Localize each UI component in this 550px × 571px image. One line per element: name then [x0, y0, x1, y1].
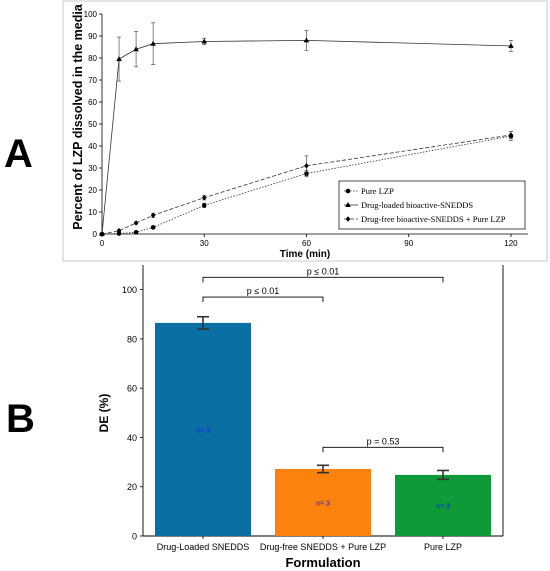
a-y-tick-label: 0: [93, 230, 98, 239]
a-legend-marker: [345, 188, 351, 194]
a-data-point: [201, 194, 207, 201]
a-x-tick-label: 30: [200, 239, 209, 248]
a-axes: 0 10 20 30 40 50 60 70 80 90 100 0 30 60 90 120: [84, 10, 528, 248]
b-significance-bracket: p ≤ 0.01: [202, 266, 444, 283]
a-xlabel: Time (min): [280, 249, 330, 260]
a-x-tick-label: 0: [100, 239, 105, 248]
panel-a: A 0 10 20 30 40 50 60 70 80 90 100 0 30 60 90 120 Perce…: [4, 0, 548, 262]
b-xlabel: Formulation: [285, 555, 360, 570]
a-data-point: [150, 212, 156, 219]
a-y-tick-label: 90: [88, 32, 97, 41]
a-legend: Pure LZP Drug-loaded bioactive-SNEDDS Drug…: [338, 180, 526, 230]
a-y-tick-label: 70: [88, 76, 97, 85]
a-y-tick-label: 50: [88, 120, 97, 129]
b-x-tick-label: Drug-free SNEDDS + Pure LZP: [260, 542, 386, 552]
b-bracket-label: p ≤ 0.01: [247, 286, 279, 296]
a-y-tick-label: 10: [88, 208, 97, 217]
a-data-point: [133, 46, 139, 52]
a-y-tick-label: 60: [88, 98, 97, 107]
a-x-tick-label: 120: [504, 239, 518, 248]
a-legend-label: Drug-loaded bioactive-SNEDDS: [361, 200, 473, 210]
a-data-point: [150, 40, 156, 46]
panel-b-label: B: [6, 397, 35, 441]
a-x-tick-label: 60: [302, 239, 311, 248]
a-ylabel: Percent of LZP dissolved in the media: [71, 3, 85, 230]
b-bar-label: n= 3: [196, 427, 210, 434]
a-data-point: [508, 42, 514, 48]
b-bar: [395, 474, 491, 536]
b-y-tick-label: 60: [127, 384, 137, 394]
b-x-tick-label: Pure LZP: [424, 542, 462, 552]
a-data-point: [304, 163, 309, 169]
a-data-point: [201, 203, 207, 208]
a-y-tick-label: 100: [84, 10, 98, 19]
panel-b: B 0 20 40 60 80 100 n= 3 Drug-Loaded SNEDDS n= 3…: [6, 265, 504, 570]
a-data-point: [201, 38, 208, 44]
b-bar-label: n= 3: [316, 500, 330, 507]
a-legend-label: Pure LZP: [361, 186, 394, 196]
b-y-tick-label: 80: [127, 334, 137, 344]
a-data-point: [303, 37, 310, 43]
b-axes: 0 20 40 60 80 100 n= 3 Drug-Loaded SNEDDS n= 3 Dr…: [122, 265, 504, 552]
b-y-tick-label: 0: [132, 532, 137, 542]
b-bracket-line: [202, 296, 324, 303]
b-x-tick-label: Drug-Loaded SNEDDS: [157, 542, 250, 552]
panel-a-label: A: [4, 132, 33, 176]
b-bar-label: n= 3: [436, 503, 450, 510]
b-bracket-line: [202, 276, 444, 283]
a-y-tick-label: 80: [88, 54, 97, 63]
a-legend-marker: [345, 216, 351, 222]
a-data-point: [116, 56, 122, 62]
b-ylabel: DE (%): [97, 394, 111, 433]
a-x-tick-label: 90: [404, 239, 413, 248]
b-significance-bracket: p = 0.53: [322, 436, 444, 453]
a-legend-marker: [345, 202, 351, 207]
a-data-point: [150, 225, 156, 230]
b-y-tick-label: 40: [127, 433, 137, 443]
a-legend-box: [338, 180, 526, 230]
a-data-point: [99, 231, 105, 237]
b-bar: [275, 468, 371, 536]
b-bar: [155, 322, 251, 536]
a-data-point: [508, 132, 514, 138]
b-y-tick-label: 20: [127, 482, 137, 492]
b-significance-bracket: p ≤ 0.01: [202, 286, 324, 303]
b-bracket-line: [322, 446, 444, 453]
a-y-tick-label: 30: [88, 164, 97, 173]
a-series-2: [99, 22, 514, 236]
a-series-3: [99, 131, 514, 237]
a-data-point: [133, 220, 139, 226]
a-data-point: [116, 231, 122, 236]
a-data-point: [133, 229, 139, 235]
a-y-tick-label: 20: [88, 186, 97, 195]
a-legend-label: Drug-free bioactive-SNEDDS + Pure LZP: [361, 214, 506, 224]
b-bracket-label: p = 0.53: [367, 436, 400, 446]
b-bracket-label: p ≤ 0.01: [307, 266, 339, 276]
a-y-tick-label: 40: [88, 142, 97, 151]
b-y-tick-label: 100: [122, 285, 137, 295]
a-data-point: [116, 227, 122, 234]
